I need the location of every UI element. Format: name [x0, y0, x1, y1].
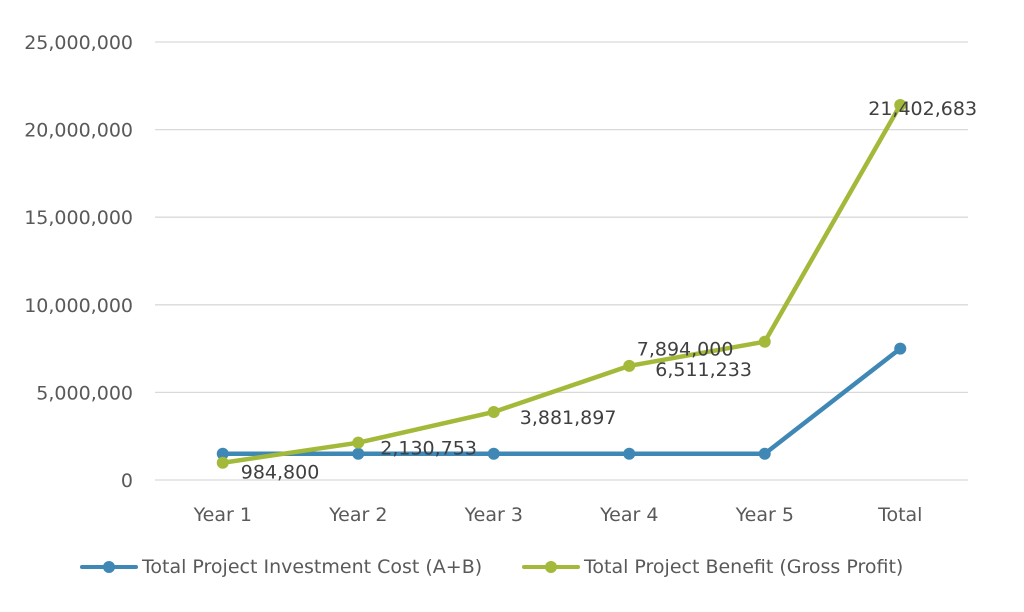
data-point[interactable] — [487, 447, 500, 460]
data-point[interactable] — [352, 447, 365, 460]
data-labels: 984,800 2,130,753 3,881,897 6,511,2337,894,… — [241, 98, 977, 484]
y-axis-ticks: 0 5,000,000 10,000,000 15,000,000 20,000,000… — [24, 32, 133, 492]
data-point[interactable] — [894, 99, 907, 112]
legend-swatch-investment-icon — [80, 552, 138, 582]
data-point[interactable] — [216, 456, 229, 469]
y-tick-label: 25,000,000 — [24, 32, 133, 54]
data-label: 3,881,897 — [520, 407, 617, 429]
data-point[interactable] — [758, 447, 771, 460]
data-point[interactable] — [623, 359, 636, 372]
legend-swatch-benefit-icon — [522, 552, 580, 582]
data-point[interactable] — [623, 447, 636, 460]
series-lines — [216, 99, 907, 469]
data-point[interactable] — [758, 335, 771, 348]
data-point[interactable] — [894, 342, 907, 355]
x-tick-label: Total — [877, 504, 922, 526]
data-label: 6,511,233 — [655, 359, 752, 381]
x-tick-label: Year 5 — [735, 504, 794, 526]
data-label: 7,894,000 — [637, 339, 734, 361]
data-point[interactable] — [216, 447, 229, 460]
y-tick-label: 10,000,000 — [24, 295, 133, 317]
x-tick-label: Year 3 — [464, 504, 523, 526]
line-chart: 0 5,000,000 10,000,000 15,000,000 20,000,000… — [24, 32, 977, 526]
x-tick-label: Year 4 — [599, 504, 658, 526]
x-tick-label: Year 1 — [193, 504, 252, 526]
y-tick-label: 15,000,000 — [24, 207, 133, 229]
data-point[interactable] — [487, 405, 500, 418]
data-label: 984,800 — [241, 462, 320, 484]
legend-item-investment[interactable]: Total Project Investment Cost (A+B) — [80, 552, 482, 582]
data-point[interactable] — [352, 436, 365, 449]
series-line-0 — [220, 346, 903, 456]
y-tick-label: 5,000,000 — [36, 382, 133, 404]
legend-label-investment: Total Project Investment Cost (A+B) — [142, 556, 483, 578]
y-tick-label: 20,000,000 — [24, 120, 133, 142]
data-label: 2,130,753 — [380, 438, 477, 460]
legend-item-benefit[interactable]: Total Project Benefit (Gross Profit) — [522, 552, 903, 582]
x-axis-ticks: Year 1 Year 2 Year 3 Year 4 Year 5 Total — [193, 504, 923, 526]
data-label: 21,402,683 — [868, 98, 977, 120]
legend: Total Project Investment Cost (A+B) Tota… — [0, 552, 1024, 582]
series-line-1 — [220, 102, 903, 465]
y-tick-label: 0 — [121, 470, 133, 492]
gridlines — [155, 41, 968, 481]
x-tick-label: Year 2 — [328, 504, 387, 526]
legend-label-benefit: Total Project Benefit (Gross Profit) — [584, 556, 904, 578]
